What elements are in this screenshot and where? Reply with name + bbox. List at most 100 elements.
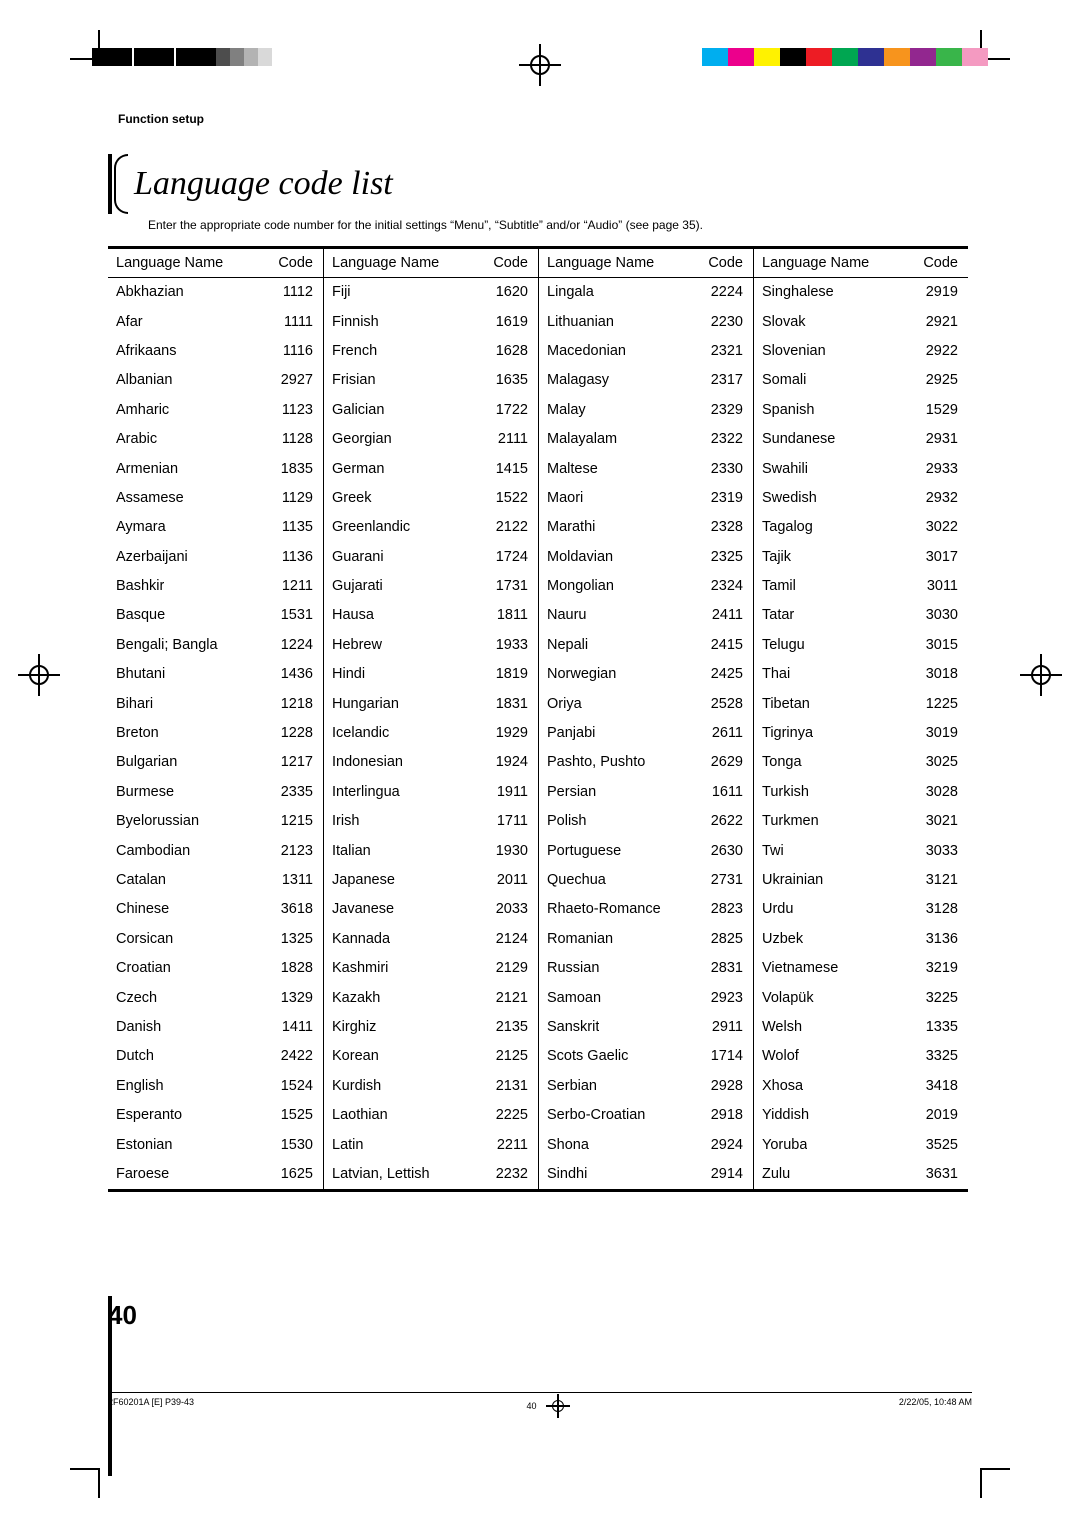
table-row: Xhosa3418 — [754, 1072, 968, 1101]
table-row: Serbian2928 — [539, 1072, 753, 1101]
language-code: 1436 — [277, 664, 313, 685]
language-name: Yoruba — [762, 1135, 807, 1156]
page-title: Language code list — [134, 165, 393, 203]
language-code: 3325 — [922, 1046, 958, 1067]
language-name: German — [332, 459, 384, 480]
language-name: Spanish — [762, 400, 814, 421]
table-row: Swedish2932 — [754, 484, 968, 513]
language-name: Macedonian — [547, 341, 626, 362]
registration-target-icon — [525, 50, 555, 80]
language-name: Croatian — [116, 958, 171, 979]
registration-target-icon — [1026, 660, 1056, 690]
language-code: 2325 — [707, 547, 743, 568]
language-code: 2121 — [492, 988, 528, 1009]
language-name: Welsh — [762, 1017, 802, 1038]
language-code: 1522 — [492, 488, 528, 509]
table-row: Slovak2921 — [754, 307, 968, 336]
language-code: 1224 — [277, 635, 313, 656]
header-code: Code — [923, 255, 958, 271]
language-name: Telugu — [762, 635, 805, 656]
language-name: Sundanese — [762, 429, 835, 450]
header-name: Language Name — [762, 255, 869, 271]
language-code: 2123 — [277, 841, 313, 862]
table-row: Hausa1811 — [324, 601, 538, 630]
language-code: 2111 — [494, 429, 528, 450]
table-row: Tigrinya3019 — [754, 719, 968, 748]
language-code: 1530 — [277, 1135, 313, 1156]
language-name: Tatar — [762, 605, 794, 626]
table-row: Croatian1828 — [108, 954, 323, 983]
language-code: 3618 — [277, 899, 313, 920]
language-name: Byelorussian — [116, 811, 199, 832]
language-code: 1112 — [279, 282, 313, 303]
language-code: 1215 — [277, 811, 313, 832]
language-code: 1225 — [922, 694, 958, 715]
table-row: Somali2925 — [754, 366, 968, 395]
language-code: 2321 — [707, 341, 743, 362]
table-row: Abkhazian 1112 — [108, 278, 323, 307]
table-row: Yiddish2019 — [754, 1101, 968, 1130]
language-name: Assamese — [116, 488, 184, 509]
language-code: 2124 — [492, 929, 528, 950]
table-row: Volapük3225 — [754, 983, 968, 1012]
table-row: Sanskrit2911 — [539, 1013, 753, 1042]
table-row: Indonesian1924 — [324, 748, 538, 777]
language-code: 2129 — [492, 958, 528, 979]
language-name: Galician — [332, 400, 384, 421]
language-code: 3219 — [922, 958, 958, 979]
table-row: Basque1531 — [108, 601, 323, 630]
table-row: French 1628 — [324, 337, 538, 366]
language-name: Italian — [332, 841, 371, 862]
language-code: 2928 — [707, 1076, 743, 1097]
language-code: 2921 — [922, 312, 958, 333]
table-row: Tibetan1225 — [754, 689, 968, 718]
language-code: 2131 — [492, 1076, 528, 1097]
language-code: 1628 — [492, 341, 528, 362]
color-swatches — [702, 48, 988, 66]
language-name: Vietnamese — [762, 958, 838, 979]
language-code: 2630 — [707, 841, 743, 862]
language-name: Maltese — [547, 459, 598, 480]
header-code: Code — [278, 255, 313, 271]
language-code: 2135 — [492, 1017, 528, 1038]
table-row: Romanian2825 — [539, 925, 753, 954]
table-row: Kurdish2131 — [324, 1072, 538, 1101]
language-code: 2230 — [707, 312, 743, 333]
language-code: 1930 — [492, 841, 528, 862]
language-code: 2922 — [922, 341, 958, 362]
language-name: French — [332, 341, 377, 362]
language-name: Tajik — [762, 547, 791, 568]
language-code: 3136 — [922, 929, 958, 950]
table-row: Tagalog3022 — [754, 513, 968, 542]
language-name: Afrikaans — [116, 341, 176, 362]
language-name: Norwegian — [547, 664, 616, 685]
table-header: Language NameCode — [539, 249, 753, 278]
language-name: Turkmen — [762, 811, 819, 832]
language-code: 1218 — [277, 694, 313, 715]
table-row: Twi3033 — [754, 836, 968, 865]
table-row: Latvian, Lettish2232 — [324, 1160, 538, 1189]
language-name: Singhalese — [762, 282, 834, 303]
language-code: 2528 — [707, 694, 743, 715]
table-header: Language Name Code — [754, 249, 968, 278]
table-row: Bhutani1436 — [108, 660, 323, 689]
language-name: Abkhazian — [116, 282, 184, 303]
language-name: Malay — [547, 400, 586, 421]
table-row: Afar1111 — [108, 307, 323, 336]
language-code: 1620 — [492, 282, 528, 303]
table-row: Oriya2528 — [539, 689, 753, 718]
language-name: Tamil — [762, 576, 796, 597]
language-name: Marathi — [547, 517, 595, 538]
language-name: Finnish — [332, 312, 379, 333]
language-code: 1524 — [277, 1076, 313, 1097]
language-code: 2125 — [492, 1046, 528, 1067]
language-code: 1329 — [277, 988, 313, 1009]
language-code: 1619 — [492, 312, 528, 333]
table-row: Tamil3011 — [754, 572, 968, 601]
table-row: English1524 — [108, 1072, 323, 1101]
table-row: Javanese2033 — [324, 895, 538, 924]
language-code: 1625 — [277, 1164, 313, 1185]
table-row: Faroese1625 — [108, 1160, 323, 1189]
page-number: 40 — [108, 1300, 137, 1331]
language-code: 3030 — [922, 605, 958, 626]
